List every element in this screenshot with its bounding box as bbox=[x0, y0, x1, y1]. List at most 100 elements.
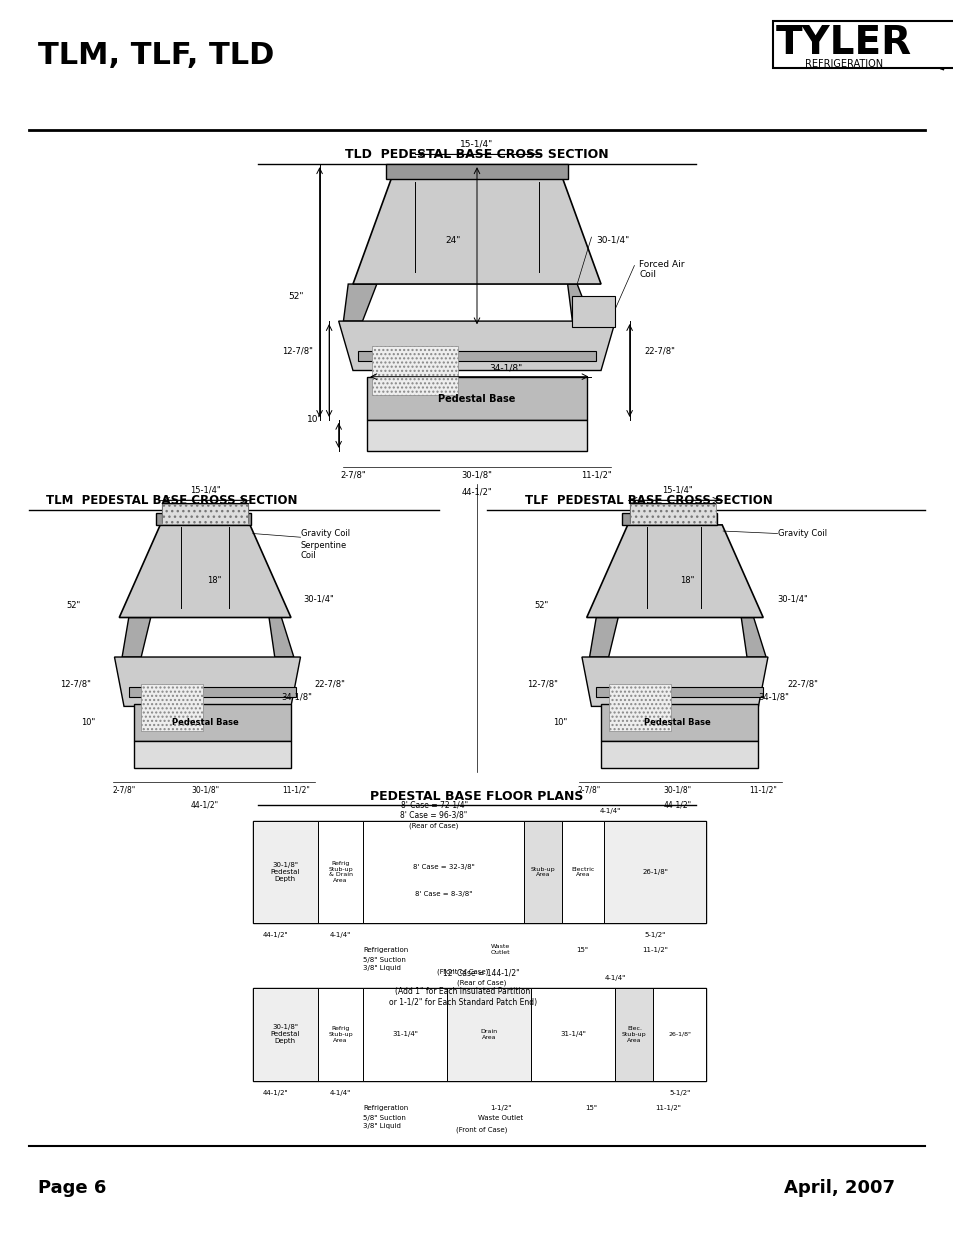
Polygon shape bbox=[353, 179, 600, 284]
Polygon shape bbox=[162, 503, 248, 522]
Bar bbox=[162, 504, 248, 524]
Bar bbox=[629, 504, 715, 524]
Text: 30-1/4": 30-1/4" bbox=[777, 594, 807, 604]
Text: Refrigeration: Refrigeration bbox=[363, 1105, 408, 1110]
Text: 44-1/2": 44-1/2" bbox=[263, 932, 288, 937]
Text: 30-1/8": 30-1/8" bbox=[662, 785, 691, 795]
Text: 10": 10" bbox=[81, 718, 95, 727]
Text: 12-7/8": 12-7/8" bbox=[282, 346, 313, 356]
Text: Waste Outlet: Waste Outlet bbox=[477, 1115, 523, 1120]
Text: 5-1/2": 5-1/2" bbox=[644, 932, 665, 937]
Polygon shape bbox=[572, 296, 615, 327]
Text: 2-7/8": 2-7/8" bbox=[112, 785, 135, 795]
Polygon shape bbox=[567, 284, 591, 321]
Bar bbox=[523, 821, 561, 923]
Polygon shape bbox=[629, 503, 715, 522]
Bar bbox=[317, 988, 363, 1081]
Text: Gravity Coil: Gravity Coil bbox=[777, 529, 825, 538]
Text: or 1-1/2" for Each Standard Patch End): or 1-1/2" for Each Standard Patch End) bbox=[388, 998, 537, 1008]
Bar bbox=[372, 346, 457, 395]
Bar bbox=[253, 988, 317, 1081]
Text: 8' Case = 32-3/8": 8' Case = 32-3/8" bbox=[413, 863, 474, 869]
Bar bbox=[363, 988, 447, 1081]
Bar bbox=[772, 21, 953, 68]
Text: 4-1/4": 4-1/4" bbox=[330, 932, 351, 937]
Text: 30-1/4": 30-1/4" bbox=[303, 594, 334, 604]
Bar bbox=[596, 687, 762, 697]
Text: 15-1/4": 15-1/4" bbox=[460, 140, 493, 149]
Bar bbox=[386, 164, 567, 179]
Text: Refrig
Stub-up
Area: Refrig Stub-up Area bbox=[328, 1026, 353, 1042]
Text: 4-1/4": 4-1/4" bbox=[330, 1091, 351, 1095]
Text: (Rear of Case): (Rear of Case) bbox=[409, 823, 458, 830]
Bar bbox=[600, 741, 758, 768]
Polygon shape bbox=[586, 525, 762, 618]
Text: TLM  PEDESTAL BASE CROSS SECTION: TLM PEDESTAL BASE CROSS SECTION bbox=[46, 494, 297, 506]
Polygon shape bbox=[122, 618, 151, 657]
Text: 8' Case = 8-3/8": 8' Case = 8-3/8" bbox=[415, 892, 472, 897]
Bar bbox=[253, 821, 705, 923]
Text: 1-1/2": 1-1/2" bbox=[490, 1105, 511, 1110]
Text: (Rear of Case): (Rear of Case) bbox=[456, 979, 506, 987]
Text: 18": 18" bbox=[679, 576, 694, 585]
Text: (Front of Case): (Front of Case) bbox=[436, 968, 488, 976]
Text: 8' Case = 96-3/8": 8' Case = 96-3/8" bbox=[400, 810, 467, 820]
Text: 30-1/8": 30-1/8" bbox=[191, 785, 219, 795]
Text: TYLER: TYLER bbox=[776, 25, 911, 62]
Polygon shape bbox=[589, 618, 618, 657]
Bar bbox=[357, 351, 596, 361]
Text: Elec.
Stub-up
Area: Elec. Stub-up Area bbox=[621, 1026, 646, 1042]
Bar bbox=[608, 684, 670, 731]
Text: (Add 1" for Each Insulated Partition: (Add 1" for Each Insulated Partition bbox=[395, 987, 530, 997]
Text: TLD  PEDESTAL BASE CROSS SECTION: TLD PEDESTAL BASE CROSS SECTION bbox=[345, 148, 608, 161]
Text: April, 2007: April, 2007 bbox=[783, 1179, 894, 1197]
Text: 44-1/2": 44-1/2" bbox=[191, 800, 219, 810]
Text: Waste
Outlet: Waste Outlet bbox=[491, 945, 510, 955]
Text: TLF  PEDESTAL BASE CROSS SECTION: TLF PEDESTAL BASE CROSS SECTION bbox=[524, 494, 772, 506]
Bar bbox=[615, 988, 653, 1081]
Text: Refrigeration: Refrigeration bbox=[363, 947, 408, 952]
Polygon shape bbox=[269, 618, 294, 657]
Bar bbox=[155, 513, 251, 525]
Text: 5-1/2": 5-1/2" bbox=[669, 1091, 690, 1095]
Text: 5/8" Suction: 5/8" Suction bbox=[363, 957, 406, 962]
Text: (Front of Case): (Front of Case) bbox=[456, 1126, 507, 1134]
Text: Refrig
Stub-up
& Drain
Area: Refrig Stub-up & Drain Area bbox=[328, 861, 353, 883]
Text: PEDESTAL BASE FLOOR PLANS: PEDESTAL BASE FLOOR PLANS bbox=[370, 790, 583, 803]
Bar bbox=[129, 687, 295, 697]
Text: 44-1/2": 44-1/2" bbox=[461, 487, 492, 496]
Text: 31-1/4": 31-1/4" bbox=[392, 1031, 418, 1037]
Bar bbox=[363, 821, 523, 923]
Text: 52": 52" bbox=[67, 600, 81, 610]
Polygon shape bbox=[119, 525, 291, 618]
Polygon shape bbox=[343, 284, 376, 321]
Text: 2-7/8": 2-7/8" bbox=[578, 785, 600, 795]
Text: 3/8" Liquid: 3/8" Liquid bbox=[363, 966, 401, 971]
Text: 11-1/2": 11-1/2" bbox=[580, 471, 611, 480]
Bar bbox=[561, 821, 603, 923]
Text: 22-7/8": 22-7/8" bbox=[314, 679, 345, 689]
Text: 44-1/2": 44-1/2" bbox=[263, 1091, 288, 1095]
Text: 5/8" Suction: 5/8" Suction bbox=[363, 1115, 406, 1120]
Text: TLM, TLF, TLD: TLM, TLF, TLD bbox=[38, 41, 274, 70]
Text: Serpentine: Serpentine bbox=[300, 541, 346, 551]
Text: 15-1/4": 15-1/4" bbox=[190, 485, 220, 495]
Text: 26-1/8": 26-1/8" bbox=[641, 869, 668, 874]
Text: 30-1/8"
Pedestal
Depth: 30-1/8" Pedestal Depth bbox=[271, 862, 299, 882]
Text: 26-1/8": 26-1/8" bbox=[668, 1031, 691, 1037]
Text: 30-1/4": 30-1/4" bbox=[596, 235, 629, 245]
Bar bbox=[253, 988, 705, 1081]
Text: 4-1/4": 4-1/4" bbox=[604, 976, 625, 981]
Text: 2-7/8": 2-7/8" bbox=[340, 471, 365, 480]
Text: 3/8" Liquid: 3/8" Liquid bbox=[363, 1124, 401, 1129]
Text: 15-1/4": 15-1/4" bbox=[661, 485, 692, 495]
Bar bbox=[653, 988, 705, 1081]
Text: 10": 10" bbox=[553, 718, 567, 727]
Text: 31-1/4": 31-1/4" bbox=[559, 1031, 586, 1037]
Bar bbox=[621, 513, 717, 525]
Text: Pedestal Base: Pedestal Base bbox=[172, 718, 238, 727]
Text: 4-1/4": 4-1/4" bbox=[599, 809, 620, 814]
Text: 22-7/8": 22-7/8" bbox=[643, 346, 674, 356]
Text: 10": 10" bbox=[307, 415, 322, 425]
Text: 34-1/8": 34-1/8" bbox=[758, 692, 788, 701]
